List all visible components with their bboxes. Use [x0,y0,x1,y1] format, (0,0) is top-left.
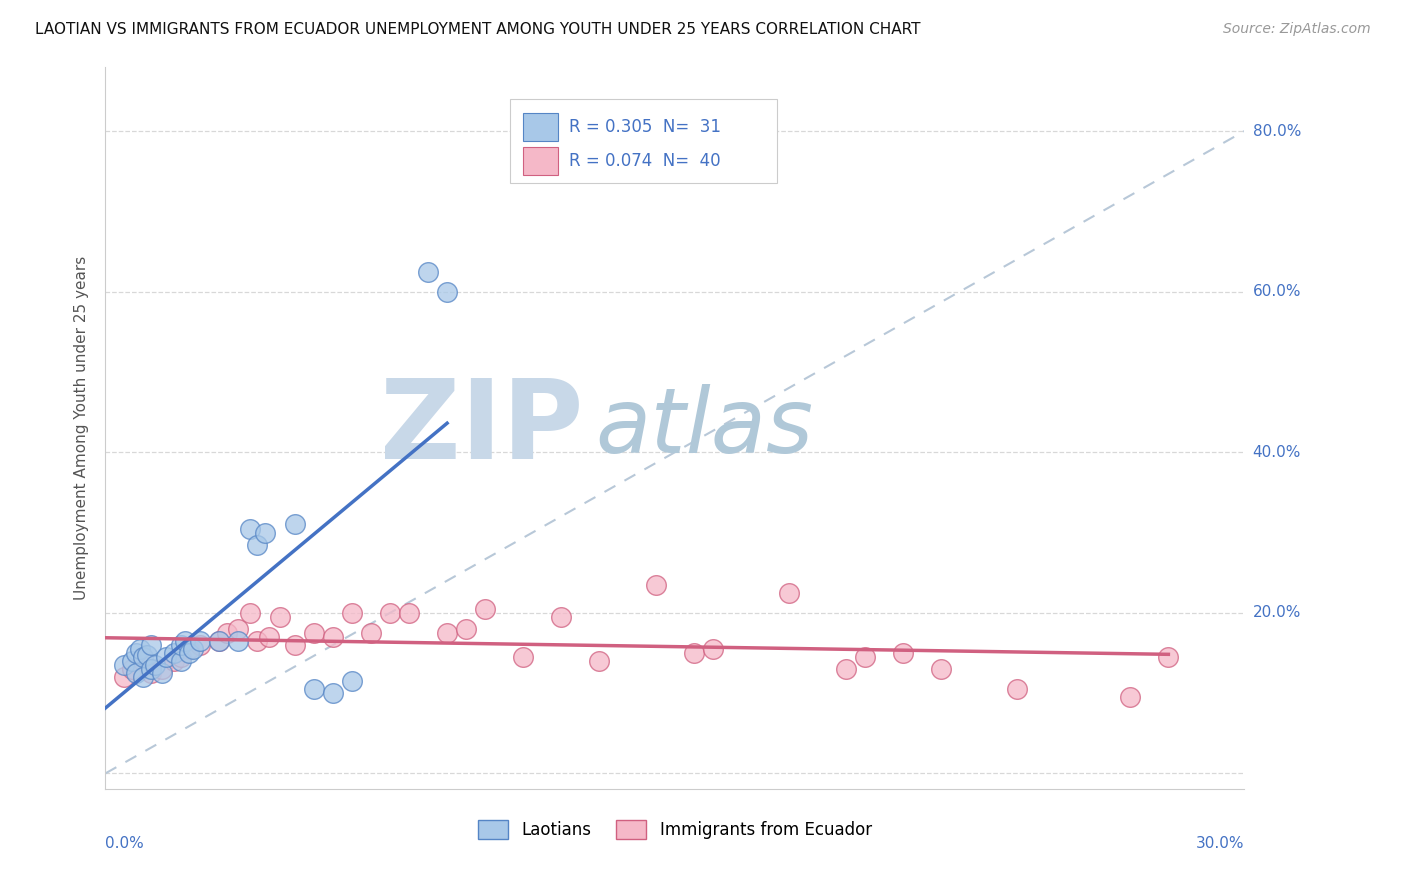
Point [340,606,363,620]
Point [853,649,876,664]
Text: 80.0%: 80.0% [1253,124,1301,138]
Point [132,654,155,668]
Point [208,633,231,648]
Point [239,606,262,620]
Point [177,642,200,657]
Point [1157,649,1180,664]
Point [929,662,952,676]
Point [246,633,269,648]
Point [512,649,534,664]
Point [239,521,262,535]
Point [155,649,177,664]
Point [246,537,269,551]
Point [121,662,143,676]
Point [588,654,610,668]
Point [163,654,186,668]
Point [170,649,193,664]
Point [228,633,250,648]
FancyBboxPatch shape [510,99,778,183]
Point [132,649,155,664]
Point [143,658,166,673]
Point [474,601,496,615]
Point [121,654,143,668]
Point [114,670,135,684]
Text: LAOTIAN VS IMMIGRANTS FROM ECUADOR UNEMPLOYMENT AMONG YOUTH UNDER 25 YEARS CORRE: LAOTIAN VS IMMIGRANTS FROM ECUADOR UNEMP… [35,22,921,37]
Text: R = 0.074  N=  40: R = 0.074 N= 40 [569,152,721,169]
Point [778,585,800,599]
Point [644,578,668,592]
Point [114,658,135,673]
Point [174,633,197,648]
Point [215,626,238,640]
Point [139,638,162,652]
Point [398,606,420,620]
Point [181,642,204,657]
Point [322,686,344,700]
Point [322,630,344,644]
Point [139,665,162,680]
Text: R = 0.305  N=  31: R = 0.305 N= 31 [569,118,721,136]
Point [378,606,402,620]
Point [340,674,363,689]
Point [550,610,572,624]
Point [436,626,458,640]
Point [702,642,724,657]
Point [253,525,276,540]
Point [1005,681,1028,696]
Text: 0.0%: 0.0% [105,837,145,851]
Point [683,646,704,660]
Point [257,630,280,644]
Point [152,665,174,680]
Point [228,622,250,636]
Point [418,264,440,278]
Point [360,626,382,640]
FancyBboxPatch shape [523,147,558,175]
Y-axis label: Unemployment Among Youth under 25 years: Unemployment Among Youth under 25 years [75,256,90,600]
Point [304,626,326,640]
Point [152,662,174,676]
Legend: Laotians, Immigrants from Ecuador: Laotians, Immigrants from Ecuador [471,814,879,847]
Point [456,622,478,636]
Point [170,654,193,668]
Point [139,662,162,676]
Point [177,646,200,660]
Text: 20.0%: 20.0% [1253,606,1301,620]
Point [269,610,291,624]
Point [128,642,150,657]
Point [132,670,155,684]
Point [208,633,231,648]
Text: atlas: atlas [595,384,813,472]
Point [188,633,212,648]
Point [170,638,193,652]
Point [125,646,148,660]
Point [284,638,307,652]
Point [163,646,186,660]
Point [188,638,212,652]
Point [436,285,458,299]
Point [125,665,148,680]
Point [136,648,159,662]
Point [1119,690,1142,705]
Text: 30.0%: 30.0% [1197,837,1244,851]
Text: 60.0%: 60.0% [1253,285,1301,299]
Point [835,662,858,676]
Text: Source: ZipAtlas.com: Source: ZipAtlas.com [1223,22,1371,37]
Point [284,517,307,532]
Point [891,646,914,660]
Point [304,681,326,696]
Text: ZIP: ZIP [381,375,583,482]
Text: 40.0%: 40.0% [1253,445,1301,459]
FancyBboxPatch shape [523,113,558,141]
